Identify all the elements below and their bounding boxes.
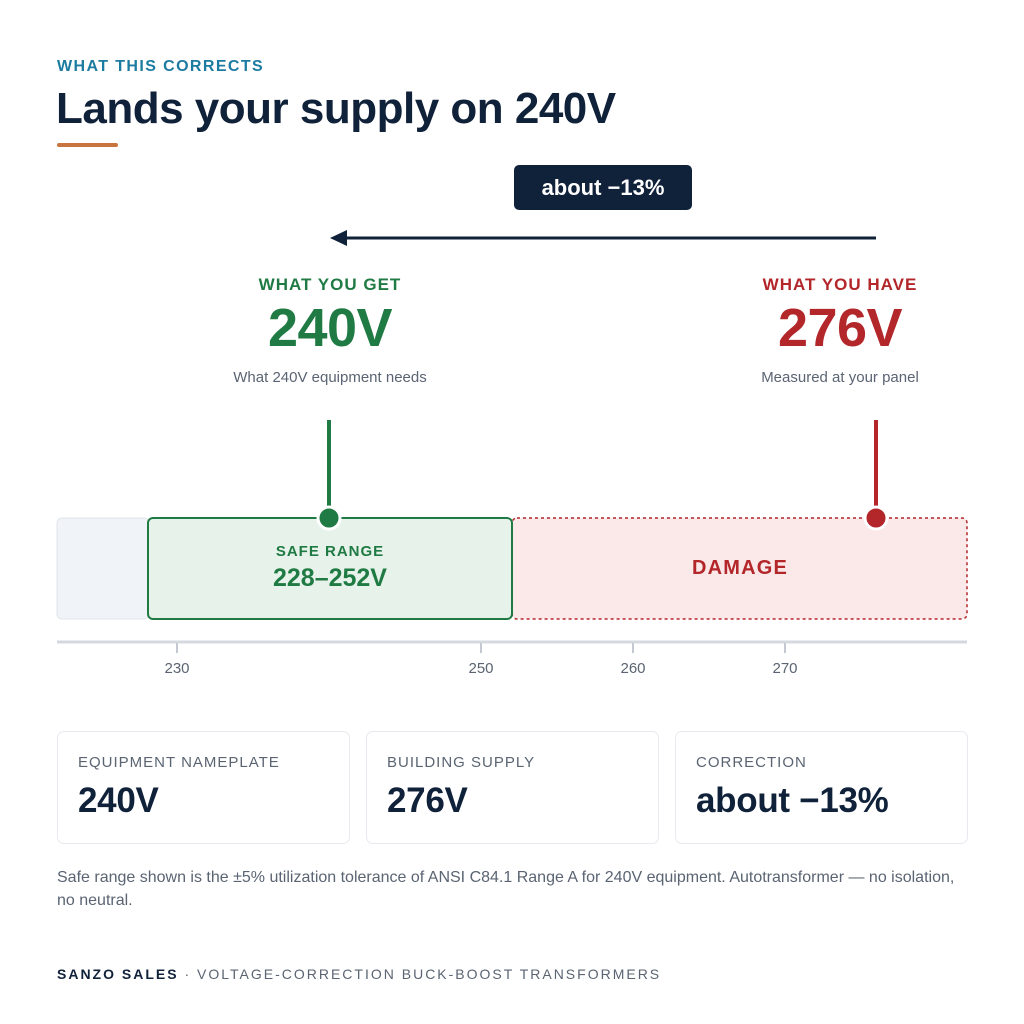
card-label: CORRECTION bbox=[696, 754, 807, 771]
have-marker-dot bbox=[863, 505, 889, 531]
card-value: about −13% bbox=[696, 781, 889, 820]
footer-brand: SANZO SALES bbox=[57, 966, 179, 982]
correction-arrow bbox=[330, 230, 876, 246]
damage-label: DAMAGE bbox=[691, 557, 789, 579]
get-marker-dot bbox=[316, 505, 342, 531]
arrow-head bbox=[330, 230, 347, 246]
card-label: BUILDING SUPPLY bbox=[387, 754, 536, 771]
what-you-have-block: WHAT YOU HAVE 276V Measured at your pane… bbox=[690, 275, 990, 386]
footer: SANZO SALES · VOLTAGE-CORRECTION BUCK-BO… bbox=[57, 966, 661, 982]
page-title: Lands your supply on 240V bbox=[56, 84, 616, 133]
voltage-scale bbox=[56, 420, 968, 653]
card-building-supply: BUILDING SUPPLY 276V bbox=[366, 731, 659, 844]
low-band bbox=[56, 517, 150, 620]
what-you-get-caption: What 240V equipment needs bbox=[233, 369, 427, 386]
title-accent-rule bbox=[57, 143, 118, 147]
tick-label-270: 270 bbox=[772, 660, 798, 677]
correction-pill: about −13% bbox=[514, 165, 692, 210]
safe-range-label: SAFE RANGE bbox=[275, 543, 385, 560]
what-you-have-label: WHAT YOU HAVE bbox=[762, 275, 918, 294]
tick-label-260: 260 bbox=[620, 660, 646, 677]
card-equipment-nameplate: EQUIPMENT NAMEPLATE 240V bbox=[57, 731, 350, 844]
card-label: EQUIPMENT NAMEPLATE bbox=[78, 754, 280, 771]
footer-separator: · bbox=[184, 966, 192, 982]
what-you-get-value: 240V bbox=[267, 298, 393, 358]
what-you-get-block: WHAT YOU GET 240V What 240V equipment ne… bbox=[180, 275, 480, 386]
card-value: 276V bbox=[387, 781, 468, 820]
card-correction: CORRECTION about −13% bbox=[675, 731, 968, 844]
what-you-have-value: 276V bbox=[777, 298, 903, 358]
tick-label-230: 230 bbox=[164, 660, 190, 677]
card-value: 240V bbox=[78, 781, 159, 820]
what-you-have-caption: Measured at your panel bbox=[761, 369, 919, 386]
eyebrow-heading: WHAT THIS CORRECTS bbox=[57, 58, 265, 75]
damage-band bbox=[511, 517, 968, 620]
tick-label-250: 250 bbox=[468, 660, 494, 677]
what-you-get-label: WHAT YOU GET bbox=[258, 275, 402, 294]
footnote: Safe range shown is the ±5% utilization … bbox=[57, 869, 955, 909]
safe-range-value: 228–252V bbox=[272, 564, 387, 592]
footer-tagline: VOLTAGE-CORRECTION BUCK-BOOST TRANSFORME… bbox=[197, 966, 662, 982]
